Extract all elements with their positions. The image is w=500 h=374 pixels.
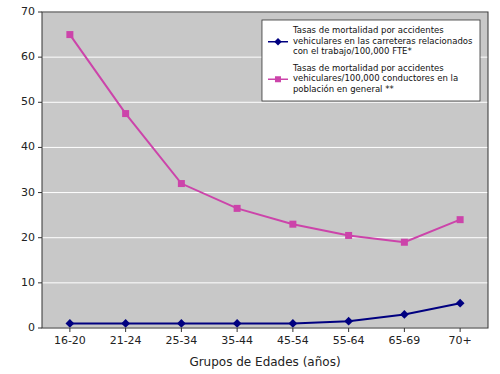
x-tick-label: 25-34: [165, 334, 197, 347]
x-tick: [404, 328, 405, 332]
grid-line: [42, 192, 488, 193]
x-tick: [348, 328, 349, 332]
data-point: [289, 319, 298, 328]
y-tick-label: 60: [21, 50, 35, 63]
data-point: [234, 205, 241, 212]
data-point: [345, 232, 352, 239]
x-tick-label: 55-64: [333, 334, 365, 347]
legend-label-line: con el trabajo/100,000 FTE*: [293, 46, 412, 56]
x-tick: [181, 328, 182, 332]
data-point: [178, 180, 185, 187]
y-tick: [38, 12, 42, 13]
plot-frame: [42, 12, 488, 328]
data-point: [401, 239, 408, 246]
legend-marker: [275, 76, 281, 82]
x-tick-label: 70+: [449, 334, 472, 347]
x-tick: [460, 328, 461, 332]
y-tick-label: 10: [21, 276, 35, 289]
y-tick: [38, 237, 42, 238]
x-tick: [69, 328, 70, 332]
data-point: [457, 216, 464, 223]
data-point: [344, 317, 353, 326]
data-point: [233, 319, 242, 328]
x-tick-label: 65-69: [388, 334, 420, 347]
y-tick-label: 0: [28, 321, 35, 334]
legend-label-line: vehiculares/100,000 conductores en la: [293, 73, 458, 83]
data-point: [289, 221, 296, 228]
data-point: [66, 319, 75, 328]
y-tick-label: 20: [21, 231, 35, 244]
y-tick: [38, 282, 42, 283]
legend: Tasas de mortalidad por accidentesvehicu…: [262, 20, 480, 101]
series-line: [70, 303, 460, 323]
grid-line: [42, 147, 488, 148]
chart: 0 10 20 30 40 50 60 70 16-20 21-24 25-34 35-44 45-54…: [0, 0, 500, 374]
y-tick-label: 40: [21, 140, 35, 153]
x-tick-label: 45-54: [277, 334, 309, 347]
data-point: [121, 319, 130, 328]
legend-label-line: población en general **: [293, 84, 394, 94]
y-tick: [38, 147, 42, 148]
data-point: [66, 31, 73, 38]
grid-line: [42, 282, 488, 283]
legend-label: Tasas de mortalidad por accidentesvehicu…: [292, 63, 458, 94]
y-tick-label: 50: [21, 95, 35, 108]
legend-label-line: Tasas de mortalidad por accidentes: [292, 63, 444, 73]
y-tick: [38, 192, 42, 193]
data-point: [400, 310, 409, 319]
x-tick: [125, 328, 126, 332]
legend-label-line: Tasas de mortalidad por accidentes: [292, 25, 444, 35]
legend-marker: [274, 38, 282, 46]
x-tick-label: 35-44: [221, 334, 253, 347]
x-tick-label: 16-20: [54, 334, 86, 347]
legend-label: Tasas de mortalidad por accidentesvehicu…: [292, 25, 473, 56]
data-point: [456, 299, 465, 308]
x-tick: [237, 328, 238, 332]
grid-line: [42, 237, 488, 238]
y-tick-label: 70: [21, 5, 35, 18]
x-tick: [292, 328, 293, 332]
x-axis-label: Grupos de Edades (años): [189, 355, 340, 369]
x-tick-label: 21-24: [110, 334, 142, 347]
data-point: [122, 110, 129, 117]
y-tick-label: 30: [21, 186, 35, 199]
y-tick: [38, 57, 42, 58]
legend-label-line: vehiculares en las carreteras relacionad…: [293, 36, 473, 46]
y-tick: [38, 102, 42, 103]
plot-area: [42, 12, 488, 328]
y-tick: [38, 328, 42, 329]
grid-line: [42, 102, 488, 103]
data-point: [177, 319, 186, 328]
legend-box: [262, 20, 480, 101]
